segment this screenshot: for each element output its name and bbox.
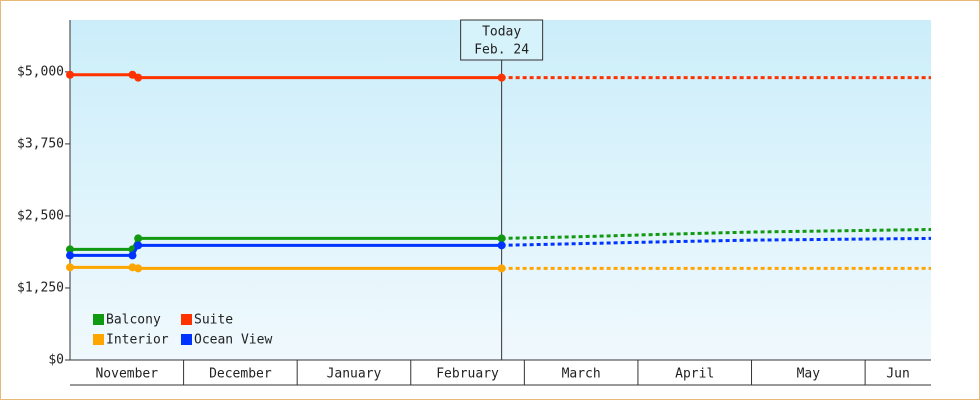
legend-swatch [93, 314, 104, 325]
x-tick-label: Jun [886, 367, 909, 382]
point [497, 264, 506, 273]
y-tick-label: $3,750 [17, 136, 64, 151]
y-tick-label: $2,500 [17, 208, 64, 223]
forecast-line [501, 227, 932, 240]
today-box [460, 19, 544, 61]
x-tick-label: February [436, 367, 499, 382]
legend-label: Suite [194, 313, 233, 328]
point [128, 251, 137, 260]
point [66, 263, 74, 272]
point [66, 251, 74, 260]
plot-area [70, 20, 931, 360]
x-tick-label: November [95, 367, 158, 382]
x-tick-label: May [797, 367, 821, 382]
legend-swatch [93, 334, 104, 345]
legend-swatch [181, 314, 192, 325]
point [134, 264, 143, 273]
y-tick-label: $5,000 [17, 64, 64, 79]
x-tick-label: December [209, 367, 272, 382]
point [497, 73, 506, 82]
point [66, 245, 74, 254]
point [66, 70, 74, 79]
today-date: Feb. 24 [474, 43, 529, 58]
history-line [70, 243, 502, 257]
legend-swatch [181, 334, 192, 345]
x-tick-label: April [675, 367, 714, 382]
y-tick-label: $1,250 [17, 280, 64, 295]
point [134, 73, 143, 82]
legend-label: Interior [106, 333, 169, 348]
today-label: Today [482, 25, 521, 40]
legend-label: Balcony [106, 313, 161, 328]
point [497, 234, 506, 243]
legend-label: Ocean View [194, 333, 272, 348]
y-tick-label: $0 [48, 353, 64, 368]
x-tick-label: March [562, 367, 601, 382]
point [497, 241, 506, 250]
forecast-line [501, 236, 932, 247]
point [134, 241, 143, 250]
point [134, 234, 143, 243]
x-tick-label: January [327, 367, 382, 382]
